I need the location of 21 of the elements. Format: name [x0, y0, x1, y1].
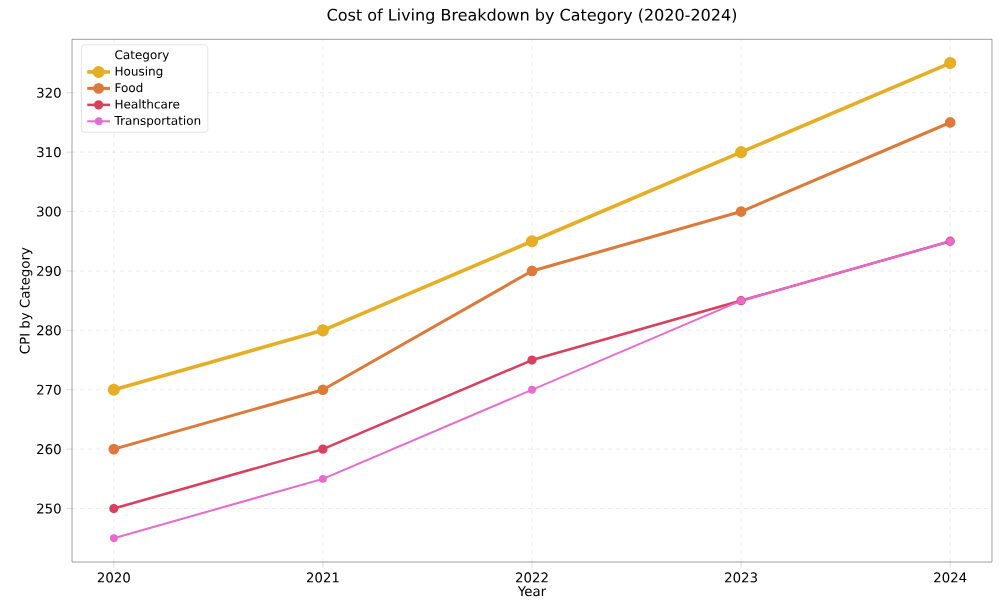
legend-label: Transportation — [114, 115, 201, 128]
x-tick-label: 2024 — [934, 572, 967, 583]
legend-title: Category — [115, 50, 169, 62]
legend-label: Healthcare — [115, 99, 180, 109]
x-tick-label: 2021 — [306, 572, 339, 583]
chart-title: Cost of Living Breakdown by Category (2020-2024) — [327, 8, 737, 24]
y-tick-label: 270 — [37, 384, 61, 395]
y-axis-title: CPI by Category — [19, 247, 33, 354]
y-tick-label: 310 — [37, 147, 61, 158]
y-tick-label: 290 — [37, 265, 61, 276]
x-tick-label: 2023 — [725, 572, 757, 583]
x-tick-label: 2020 — [97, 572, 130, 583]
y-tick-label: 250 — [37, 503, 61, 514]
x-tick-label: 2022 — [516, 572, 548, 583]
y-tick-label: 280 — [37, 325, 61, 336]
y-tick-label: 320 — [37, 87, 61, 98]
legend-label: Food — [115, 82, 143, 93]
legend-label: Housing — [115, 66, 163, 78]
y-tick-label: 300 — [37, 206, 61, 217]
y-tick-label: 260 — [37, 444, 61, 455]
x-axis-title: Year — [517, 586, 547, 597]
